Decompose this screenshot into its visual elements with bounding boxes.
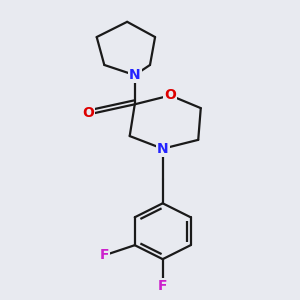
Text: F: F	[100, 248, 109, 262]
Text: O: O	[82, 106, 94, 120]
Text: F: F	[158, 279, 167, 293]
Text: O: O	[164, 88, 176, 102]
Text: N: N	[157, 142, 169, 156]
Text: N: N	[129, 68, 141, 82]
